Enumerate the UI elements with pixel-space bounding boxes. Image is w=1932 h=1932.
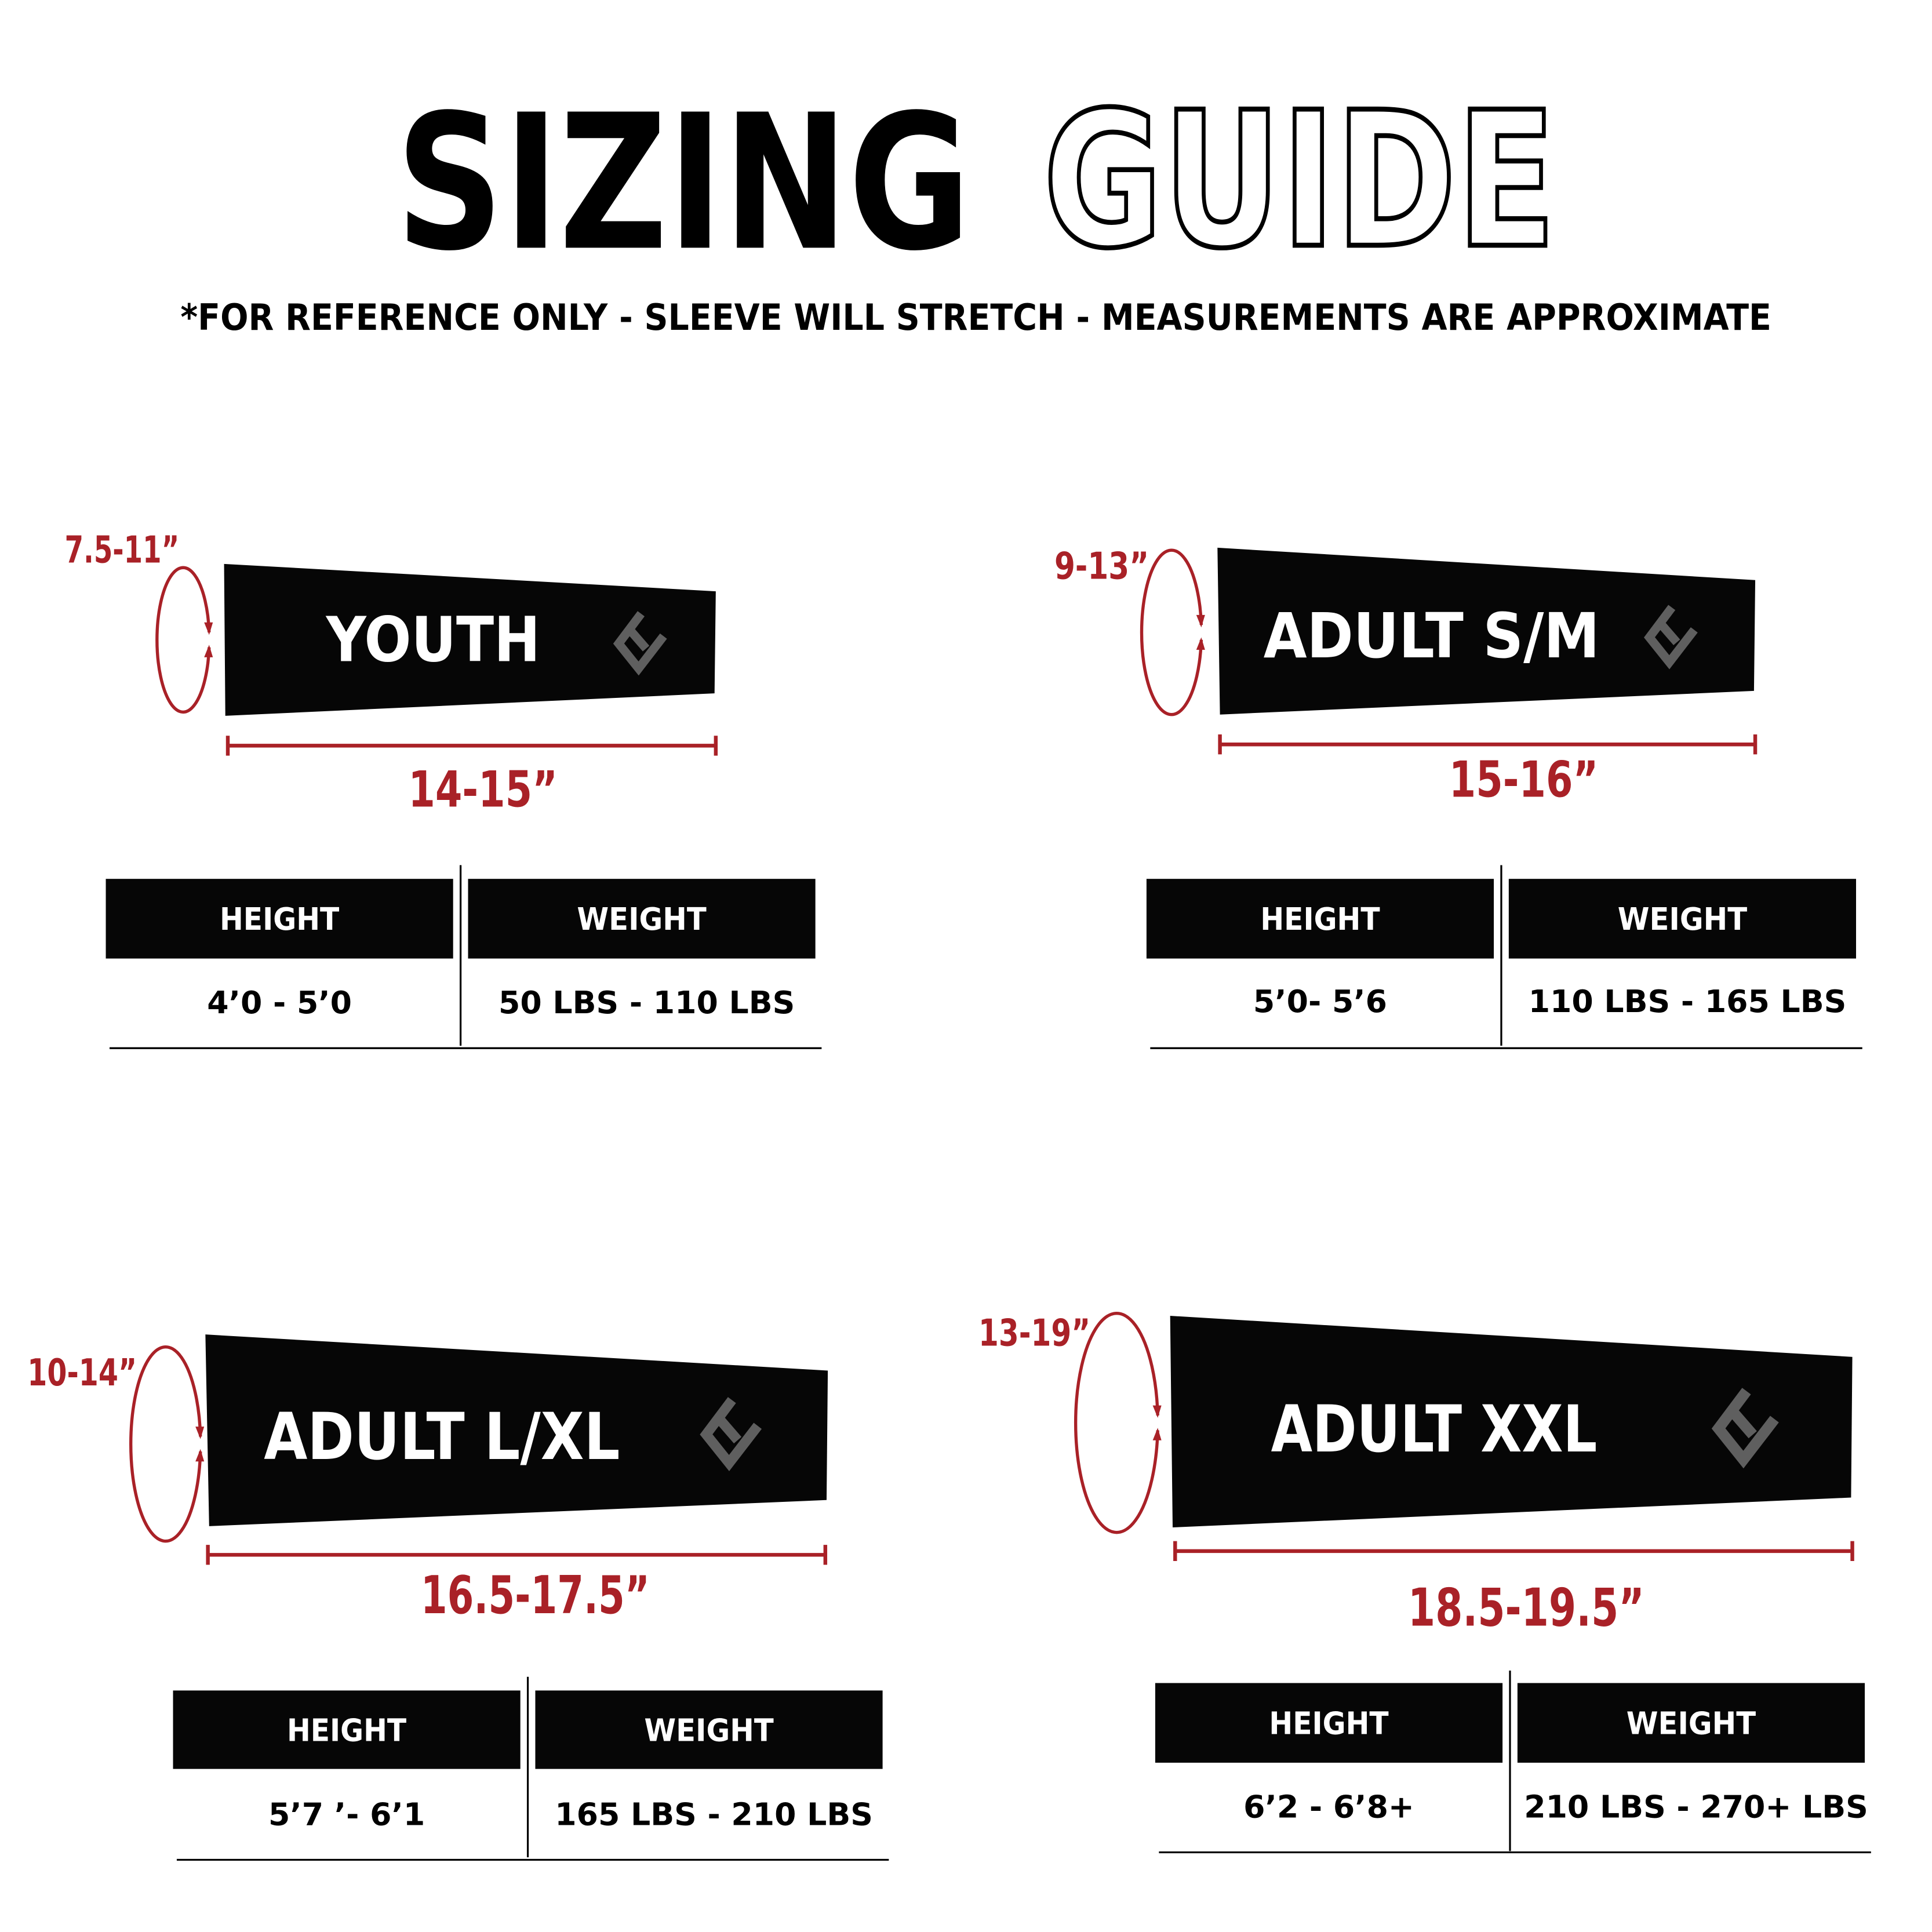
length-dimension-line bbox=[206, 1545, 828, 1565]
sleeve-shape bbox=[224, 563, 716, 716]
brand-e-chevron-icon bbox=[1643, 605, 1698, 670]
length-dimension-line bbox=[225, 736, 718, 756]
title-guide: GUIDE bbox=[1043, 72, 1556, 289]
circumference-label: 7.5-11” bbox=[65, 529, 180, 572]
weight-header bbox=[535, 1690, 883, 1769]
weight-header bbox=[1517, 1683, 1865, 1763]
weight-value: 110 LBS - 165 LBS bbox=[1529, 983, 1847, 1020]
height-header bbox=[173, 1690, 521, 1769]
size-name: ADULT S/M bbox=[1264, 600, 1600, 672]
height-header-label: HEIGHT bbox=[1269, 1705, 1389, 1742]
length-label: 16.5-17.5” bbox=[421, 1565, 650, 1626]
height-value: 5’7 ’- 6’1 bbox=[268, 1796, 425, 1832]
size-panel: 13-19” ADULT XXL 18.5-19.5” HEIGHT WEIGHT 6’2… bbox=[978, 1311, 1871, 1854]
weight-header-label: WEIGHT bbox=[1618, 901, 1748, 937]
circumference-label: 10-14” bbox=[27, 1351, 137, 1395]
height-header bbox=[105, 879, 453, 959]
sleeve-shape bbox=[1217, 547, 1756, 715]
weight-value: 210 LBS - 270+ LBS bbox=[1524, 1788, 1868, 1825]
weight-value: 165 LBS - 210 LBS bbox=[555, 1796, 873, 1832]
size-name: ADULT XXL bbox=[1271, 1392, 1598, 1467]
circumference-label: 13-19” bbox=[978, 1312, 1090, 1355]
weight-header-label: WEIGHT bbox=[577, 901, 707, 937]
brand-e-chevron-icon bbox=[1711, 1388, 1779, 1469]
subtitle: *FOR REFERENCE ONLY - SLEEVE WILL STRETC… bbox=[180, 296, 1771, 339]
length-label: 15-16” bbox=[1449, 751, 1599, 809]
length-dimension-line bbox=[1173, 1541, 1854, 1562]
arrowhead-icon bbox=[204, 622, 213, 657]
height-header bbox=[1146, 879, 1494, 959]
sleeve-shape bbox=[205, 1334, 828, 1526]
weight-header bbox=[1508, 879, 1856, 959]
height-value: 6’2 - 6’8+ bbox=[1243, 1788, 1414, 1825]
height-header bbox=[1155, 1683, 1503, 1763]
weight-header-label: WEIGHT bbox=[1627, 1705, 1756, 1742]
weight-header-label: WEIGHT bbox=[644, 1712, 774, 1748]
circumference-arrow-icon bbox=[129, 1345, 202, 1543]
sleeve-shape bbox=[1170, 1315, 1853, 1528]
circumference-arrow-icon bbox=[1140, 548, 1203, 716]
size-panel: 9-13” ADULT S/M 15-16” HEIGHT WEIGHT 5’0- 5’6… bbox=[1054, 545, 1862, 1049]
circumference-arrow-icon bbox=[1074, 1311, 1159, 1534]
height-header-label: HEIGHT bbox=[1260, 901, 1380, 937]
size-name: YOUTH bbox=[325, 603, 540, 676]
size-panel: 7.5-11” YOUTH 14-15” HEIGHT WEIGHT 4’0 - 5’0 5… bbox=[65, 529, 822, 1049]
size-name: ADULT L/XL bbox=[264, 1399, 620, 1475]
size-panel: 10-14” ADULT L/XL 16.5-17.5” HEIGHT WEIGHT 5’… bbox=[27, 1334, 889, 1861]
weight-header bbox=[468, 879, 816, 959]
height-value: 5’0- 5’6 bbox=[1253, 983, 1387, 1020]
brand-e-chevron-icon bbox=[700, 1397, 762, 1472]
arrowhead-icon bbox=[1196, 614, 1205, 650]
height-header-label: HEIGHT bbox=[220, 901, 340, 937]
length-label: 14-15” bbox=[408, 761, 558, 819]
arrowhead-icon bbox=[1152, 1405, 1162, 1440]
title-sizing: SIZING bbox=[396, 74, 971, 292]
height-header-label: HEIGHT bbox=[287, 1712, 407, 1748]
arrowhead-icon bbox=[195, 1427, 205, 1462]
circumference-label: 9-13” bbox=[1054, 545, 1149, 588]
length-label: 18.5-19.5” bbox=[1408, 1578, 1644, 1639]
length-dimension-line bbox=[1218, 734, 1758, 755]
height-value: 4’0 - 5’0 bbox=[207, 984, 352, 1021]
circumference-arrow-icon bbox=[155, 566, 211, 714]
brand-e-chevron-icon bbox=[613, 611, 667, 676]
weight-value: 50 LBS - 110 LBS bbox=[499, 984, 795, 1021]
